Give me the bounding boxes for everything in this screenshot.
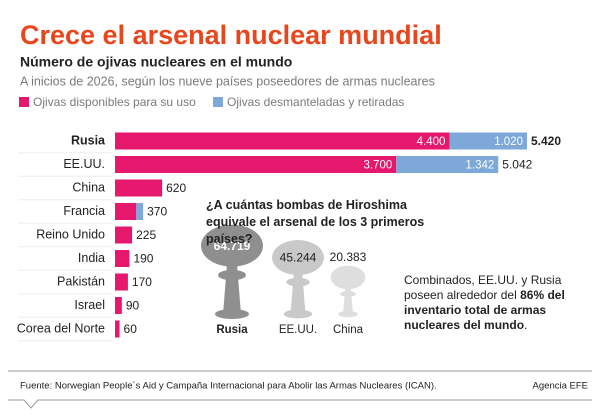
description: A inicios de 2026, según los nueve paíse… — [20, 74, 435, 88]
total-label: 5.042 — [502, 158, 532, 172]
mushroom-cloud — [272, 239, 324, 276]
cloud-ring — [286, 277, 310, 287]
legend-swatch — [19, 97, 29, 107]
cloud-ring — [218, 269, 246, 281]
legend-label: Ojivas desmanteladas y retiradas — [227, 95, 404, 109]
legend-swatch — [213, 97, 223, 107]
bar-segment — [115, 273, 128, 291]
bar-segment — [115, 226, 133, 244]
bar-segment — [449, 132, 527, 150]
cloud-base — [338, 310, 358, 318]
total-label: 5.420 — [531, 134, 561, 148]
cloud-base — [283, 309, 313, 319]
category-label: Reino Unido — [36, 227, 105, 241]
bar-segment — [115, 297, 122, 314]
value-label: 4.400 — [417, 136, 446, 148]
legend-label: Ojivas disponibles para su uso — [33, 95, 196, 109]
subtitle: Número de ojivas nucleares en el mundo — [20, 54, 292, 70]
cloud-value: 45.244 — [280, 251, 317, 265]
title: Crece el arsenal nuclear mundial — [20, 20, 442, 50]
bar-segment — [115, 320, 120, 338]
mushroom-cloud — [201, 224, 263, 267]
category-label: China — [72, 180, 105, 194]
source: Fuente: Norwegian People´s Aid y Campaña… — [20, 381, 437, 392]
footer-bottom — [8, 399, 592, 409]
note: Combinados, EE.UU. y Rusia poseen alrede… — [404, 273, 584, 333]
total-label: 60 — [124, 322, 138, 336]
bar-segment — [396, 156, 499, 173]
total-label: 370 — [147, 205, 167, 219]
cloud-label: China — [333, 324, 364, 336]
cloud-value: 64.719 — [214, 239, 251, 253]
total-label: 90 — [126, 299, 140, 313]
total-label: 190 — [133, 252, 153, 266]
category-label: Pakistán — [57, 274, 105, 288]
bar-segment — [115, 250, 130, 267]
category-label: Corea del Norte — [17, 321, 105, 335]
cloud-label: Rusia — [216, 324, 248, 336]
value-label: 3.700 — [363, 160, 392, 172]
category-label: EE.UU. — [63, 157, 105, 171]
credit: Agencia EFE — [533, 381, 588, 392]
cloud-label: EE.UU. — [279, 324, 317, 336]
bar-segment — [115, 179, 163, 197]
cloud-base — [214, 309, 250, 319]
cloud-value: 20.383 — [330, 250, 367, 264]
category-label: India — [78, 251, 105, 265]
note-part: . — [524, 318, 528, 332]
note-part: 86% del inventario total de armas nuclea… — [404, 288, 565, 332]
cloud-ring — [340, 290, 356, 297]
mushroom-cloud — [330, 265, 366, 290]
value-label: 1.342 — [465, 160, 494, 172]
pictogram-title: ¿A cuántas bombas de Hiroshima equivale … — [206, 198, 425, 246]
value-label: 1.020 — [494, 136, 523, 148]
bar-segment — [115, 203, 137, 220]
bar-segment — [115, 156, 397, 173]
bar-segment — [115, 132, 450, 150]
category-label: Francia — [63, 204, 105, 218]
category-label: Israel — [74, 298, 105, 312]
note-part: Combinados, EE.UU. y Rusia poseen alrede… — [404, 273, 562, 302]
total-label: 225 — [136, 228, 156, 242]
bar-segment — [136, 203, 144, 220]
total-label: 170 — [132, 275, 152, 289]
category-label: Rusia — [71, 133, 106, 147]
total-label: 620 — [166, 181, 186, 195]
